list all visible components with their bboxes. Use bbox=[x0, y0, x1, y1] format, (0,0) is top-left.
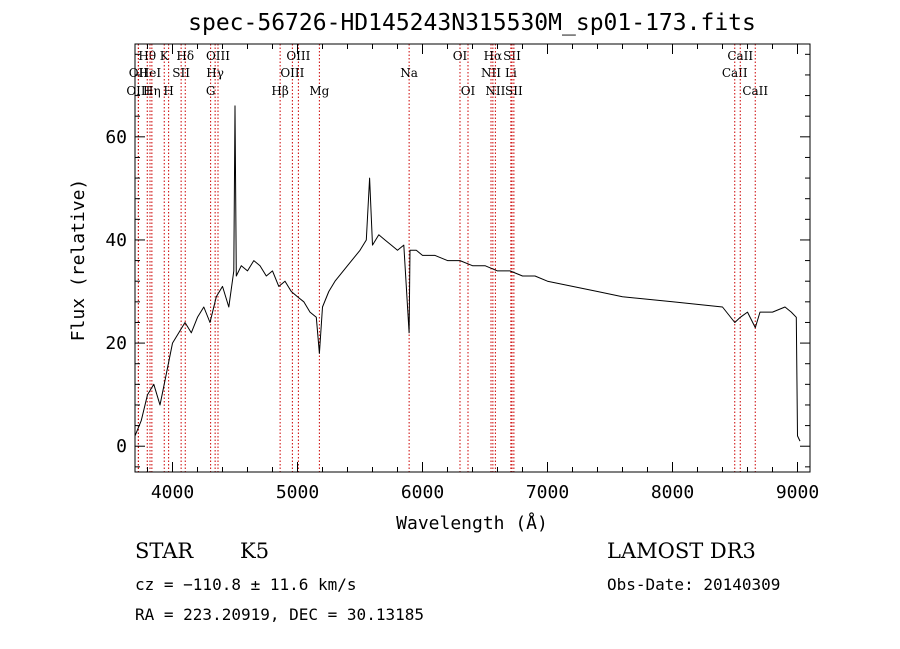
survey-name: LAMOST DR3 bbox=[607, 539, 756, 563]
coordinates: RA = 223.20919, DEC = 30.13185 bbox=[135, 605, 424, 624]
y-tick-label: 0 bbox=[116, 436, 127, 457]
line-marker-label: OIII bbox=[280, 66, 304, 80]
line-marker-label: Hθ bbox=[138, 49, 156, 63]
spectrum-layer bbox=[134, 105, 801, 442]
line-marker-label: CaII bbox=[742, 84, 768, 98]
observation-date: Obs-Date: 20140309 bbox=[607, 575, 780, 594]
x-tick-label: 6000 bbox=[401, 482, 444, 503]
y-axis-label: Flux (relative) bbox=[68, 179, 89, 342]
x-axis-label: Wavelength (Å) bbox=[396, 512, 548, 534]
line-marker-label: Hα bbox=[484, 49, 503, 63]
chart-title: spec-56726-HD145243N315530M_sp01-173.fit… bbox=[188, 10, 756, 36]
spectral-subclass: K5 bbox=[240, 539, 269, 563]
x-tick-label: 9000 bbox=[776, 482, 819, 503]
y-tick-label: 60 bbox=[105, 127, 127, 148]
line-marker-label: SII bbox=[503, 49, 521, 63]
line-marker-label: CaII bbox=[727, 49, 753, 63]
line-marker-label: G bbox=[206, 84, 216, 98]
line-marker-label: Hγ bbox=[206, 66, 224, 80]
line-marker-label: OIII bbox=[206, 49, 230, 63]
line-marker-label: H bbox=[163, 84, 173, 98]
x-tick-label: 7000 bbox=[526, 482, 569, 503]
line-marker-label: OI bbox=[461, 84, 476, 98]
line-marker-label: OI bbox=[453, 49, 468, 63]
x-tick-label: 5000 bbox=[276, 482, 319, 503]
line-marker-label: OIII bbox=[126, 84, 150, 98]
line-marker-label: Li bbox=[505, 66, 517, 80]
line-marker-label: Hη bbox=[143, 84, 161, 98]
line-marker-label: CaII bbox=[722, 66, 748, 80]
line-marker-label: NII bbox=[481, 66, 501, 80]
line-marker-label: NII bbox=[485, 84, 505, 98]
line-marker-label: Hδ bbox=[176, 49, 194, 63]
x-tick-label: 4000 bbox=[151, 482, 194, 503]
line-marker-label: Hβ bbox=[271, 84, 288, 98]
line-marker-label: Na bbox=[400, 66, 418, 80]
line-marker-label: SII bbox=[172, 66, 190, 80]
line-marker-label: SII bbox=[505, 84, 523, 98]
y-tick-label: 20 bbox=[105, 333, 127, 354]
y-tick-label: 40 bbox=[105, 230, 127, 251]
line-marker-label: OIII bbox=[286, 49, 310, 63]
line-marker-label: Mg bbox=[309, 84, 329, 98]
axes: 4000 5000 6000 7000 8000 9000 0 20 40 60 bbox=[105, 44, 819, 503]
redshift-velocity: cz = −110.8 ± 11.6 km/s bbox=[135, 575, 357, 594]
line-marker-label: K bbox=[160, 49, 170, 63]
object-class: STAR bbox=[135, 539, 194, 563]
emission-line-markers: OIIOIIIHθHeIHηKHSIIHδGHγOIIIHβOIIIOIIIMg… bbox=[126, 44, 768, 472]
line-marker-label: HeI bbox=[139, 66, 162, 80]
spectrum-line bbox=[134, 105, 801, 442]
x-tick-label: 8000 bbox=[651, 482, 694, 503]
